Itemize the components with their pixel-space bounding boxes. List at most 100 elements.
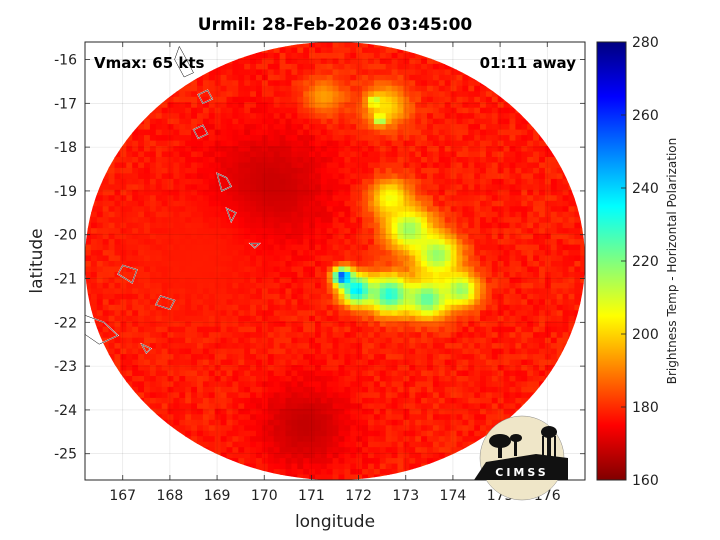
brightness-cell — [586, 135, 593, 141]
brightness-cell — [256, 63, 263, 70]
brightness-cell — [450, 266, 458, 273]
brightness-cell — [521, 178, 528, 185]
brightness-cell — [126, 184, 133, 191]
brightness-cell — [385, 63, 393, 70]
brightness-cell — [539, 222, 546, 229]
brightness-cell — [379, 195, 387, 202]
brightness-cell — [368, 310, 375, 317]
brightness-cell — [474, 162, 481, 169]
brightness-cell — [509, 277, 516, 284]
brightness-cell — [385, 250, 393, 257]
brightness-cell — [285, 228, 292, 235]
brightness-cell — [480, 91, 487, 98]
brightness-cell — [273, 178, 281, 185]
brightness-cell — [373, 200, 381, 207]
brightness-cell — [226, 250, 233, 257]
brightness-cell — [185, 233, 192, 240]
brightness-cell — [267, 266, 275, 273]
brightness-cell — [197, 277, 204, 284]
brightness-cell — [320, 228, 328, 235]
brightness-cell — [297, 310, 304, 317]
brightness-cell — [450, 293, 458, 300]
brightness-cell — [438, 157, 446, 164]
brightness-cell — [120, 299, 127, 306]
brightness-cell — [544, 304, 552, 311]
brightness-cell — [427, 343, 434, 350]
brightness-cell — [456, 266, 463, 273]
brightness-cell — [90, 277, 98, 284]
brightness-cell — [149, 184, 157, 191]
brightness-cell — [403, 228, 410, 235]
brightness-cell — [208, 189, 216, 196]
brightness-cell — [397, 348, 404, 355]
brightness-cell — [102, 211, 110, 218]
brightness-cell — [120, 337, 127, 344]
brightness-cell — [509, 293, 516, 300]
brightness-cell — [450, 124, 458, 131]
brightness-cell — [220, 244, 228, 251]
brightness-cell — [250, 272, 257, 279]
brightness-cell — [149, 178, 157, 185]
brightness-cell — [438, 337, 446, 344]
brightness-cell — [368, 315, 375, 322]
brightness-cell — [456, 102, 463, 109]
brightness-cell — [114, 250, 121, 257]
brightness-cell — [208, 96, 216, 103]
brightness-cell — [120, 233, 127, 240]
brightness-cell — [539, 173, 546, 180]
brightness-cell — [556, 348, 564, 355]
brightness-cell — [126, 173, 133, 180]
brightness-cell — [303, 195, 310, 202]
brightness-cell — [586, 212, 593, 218]
brightness-cell — [303, 211, 310, 218]
brightness-cell — [244, 321, 251, 328]
brightness-cell — [108, 348, 116, 355]
brightness-cell — [161, 337, 169, 344]
brightness-cell — [544, 173, 552, 180]
brightness-cell — [291, 354, 298, 361]
brightness-cell — [238, 222, 245, 229]
brightness-cell — [391, 222, 399, 229]
brightness-cell — [326, 321, 334, 328]
brightness-cell — [521, 124, 528, 131]
brightness-cell — [409, 178, 416, 185]
brightness-cell — [326, 293, 334, 300]
brightness-cell — [456, 348, 463, 355]
brightness-cell — [485, 195, 493, 202]
brightness-cell — [432, 195, 440, 202]
brightness-cell — [220, 113, 228, 120]
brightness-cell — [173, 173, 180, 180]
brightness-cell — [226, 239, 233, 246]
brightness-cell — [320, 157, 328, 164]
brightness-cell — [214, 113, 222, 120]
brightness-cell — [485, 217, 493, 224]
brightness-cell — [173, 162, 180, 169]
brightness-cell — [132, 228, 139, 235]
brightness-cell — [155, 239, 163, 246]
brightness-cell — [244, 250, 251, 257]
brightness-cell — [279, 261, 287, 268]
brightness-cell — [427, 85, 434, 92]
brightness-cell — [403, 102, 410, 109]
brightness-cell — [167, 178, 174, 185]
brightness-cell — [90, 233, 98, 240]
brightness-cell — [397, 200, 404, 207]
brightness-cell — [462, 343, 469, 350]
brightness-cell — [456, 173, 463, 180]
brightness-cell — [362, 310, 369, 317]
brightness-cell — [126, 299, 133, 306]
brightness-cell — [320, 222, 328, 229]
brightness-cell — [291, 47, 298, 54]
brightness-cell — [114, 211, 121, 218]
brightness-cell — [155, 343, 163, 350]
brightness-cell — [444, 250, 452, 257]
brightness-cell — [279, 146, 287, 153]
brightness-cell — [574, 277, 581, 284]
brightness-cell — [432, 178, 440, 185]
brightness-cell — [161, 250, 169, 257]
brightness-cell — [179, 277, 186, 284]
brightness-cell — [208, 146, 216, 153]
brightness-cell — [244, 107, 251, 114]
brightness-cell — [297, 63, 304, 70]
brightness-cell — [462, 299, 469, 306]
